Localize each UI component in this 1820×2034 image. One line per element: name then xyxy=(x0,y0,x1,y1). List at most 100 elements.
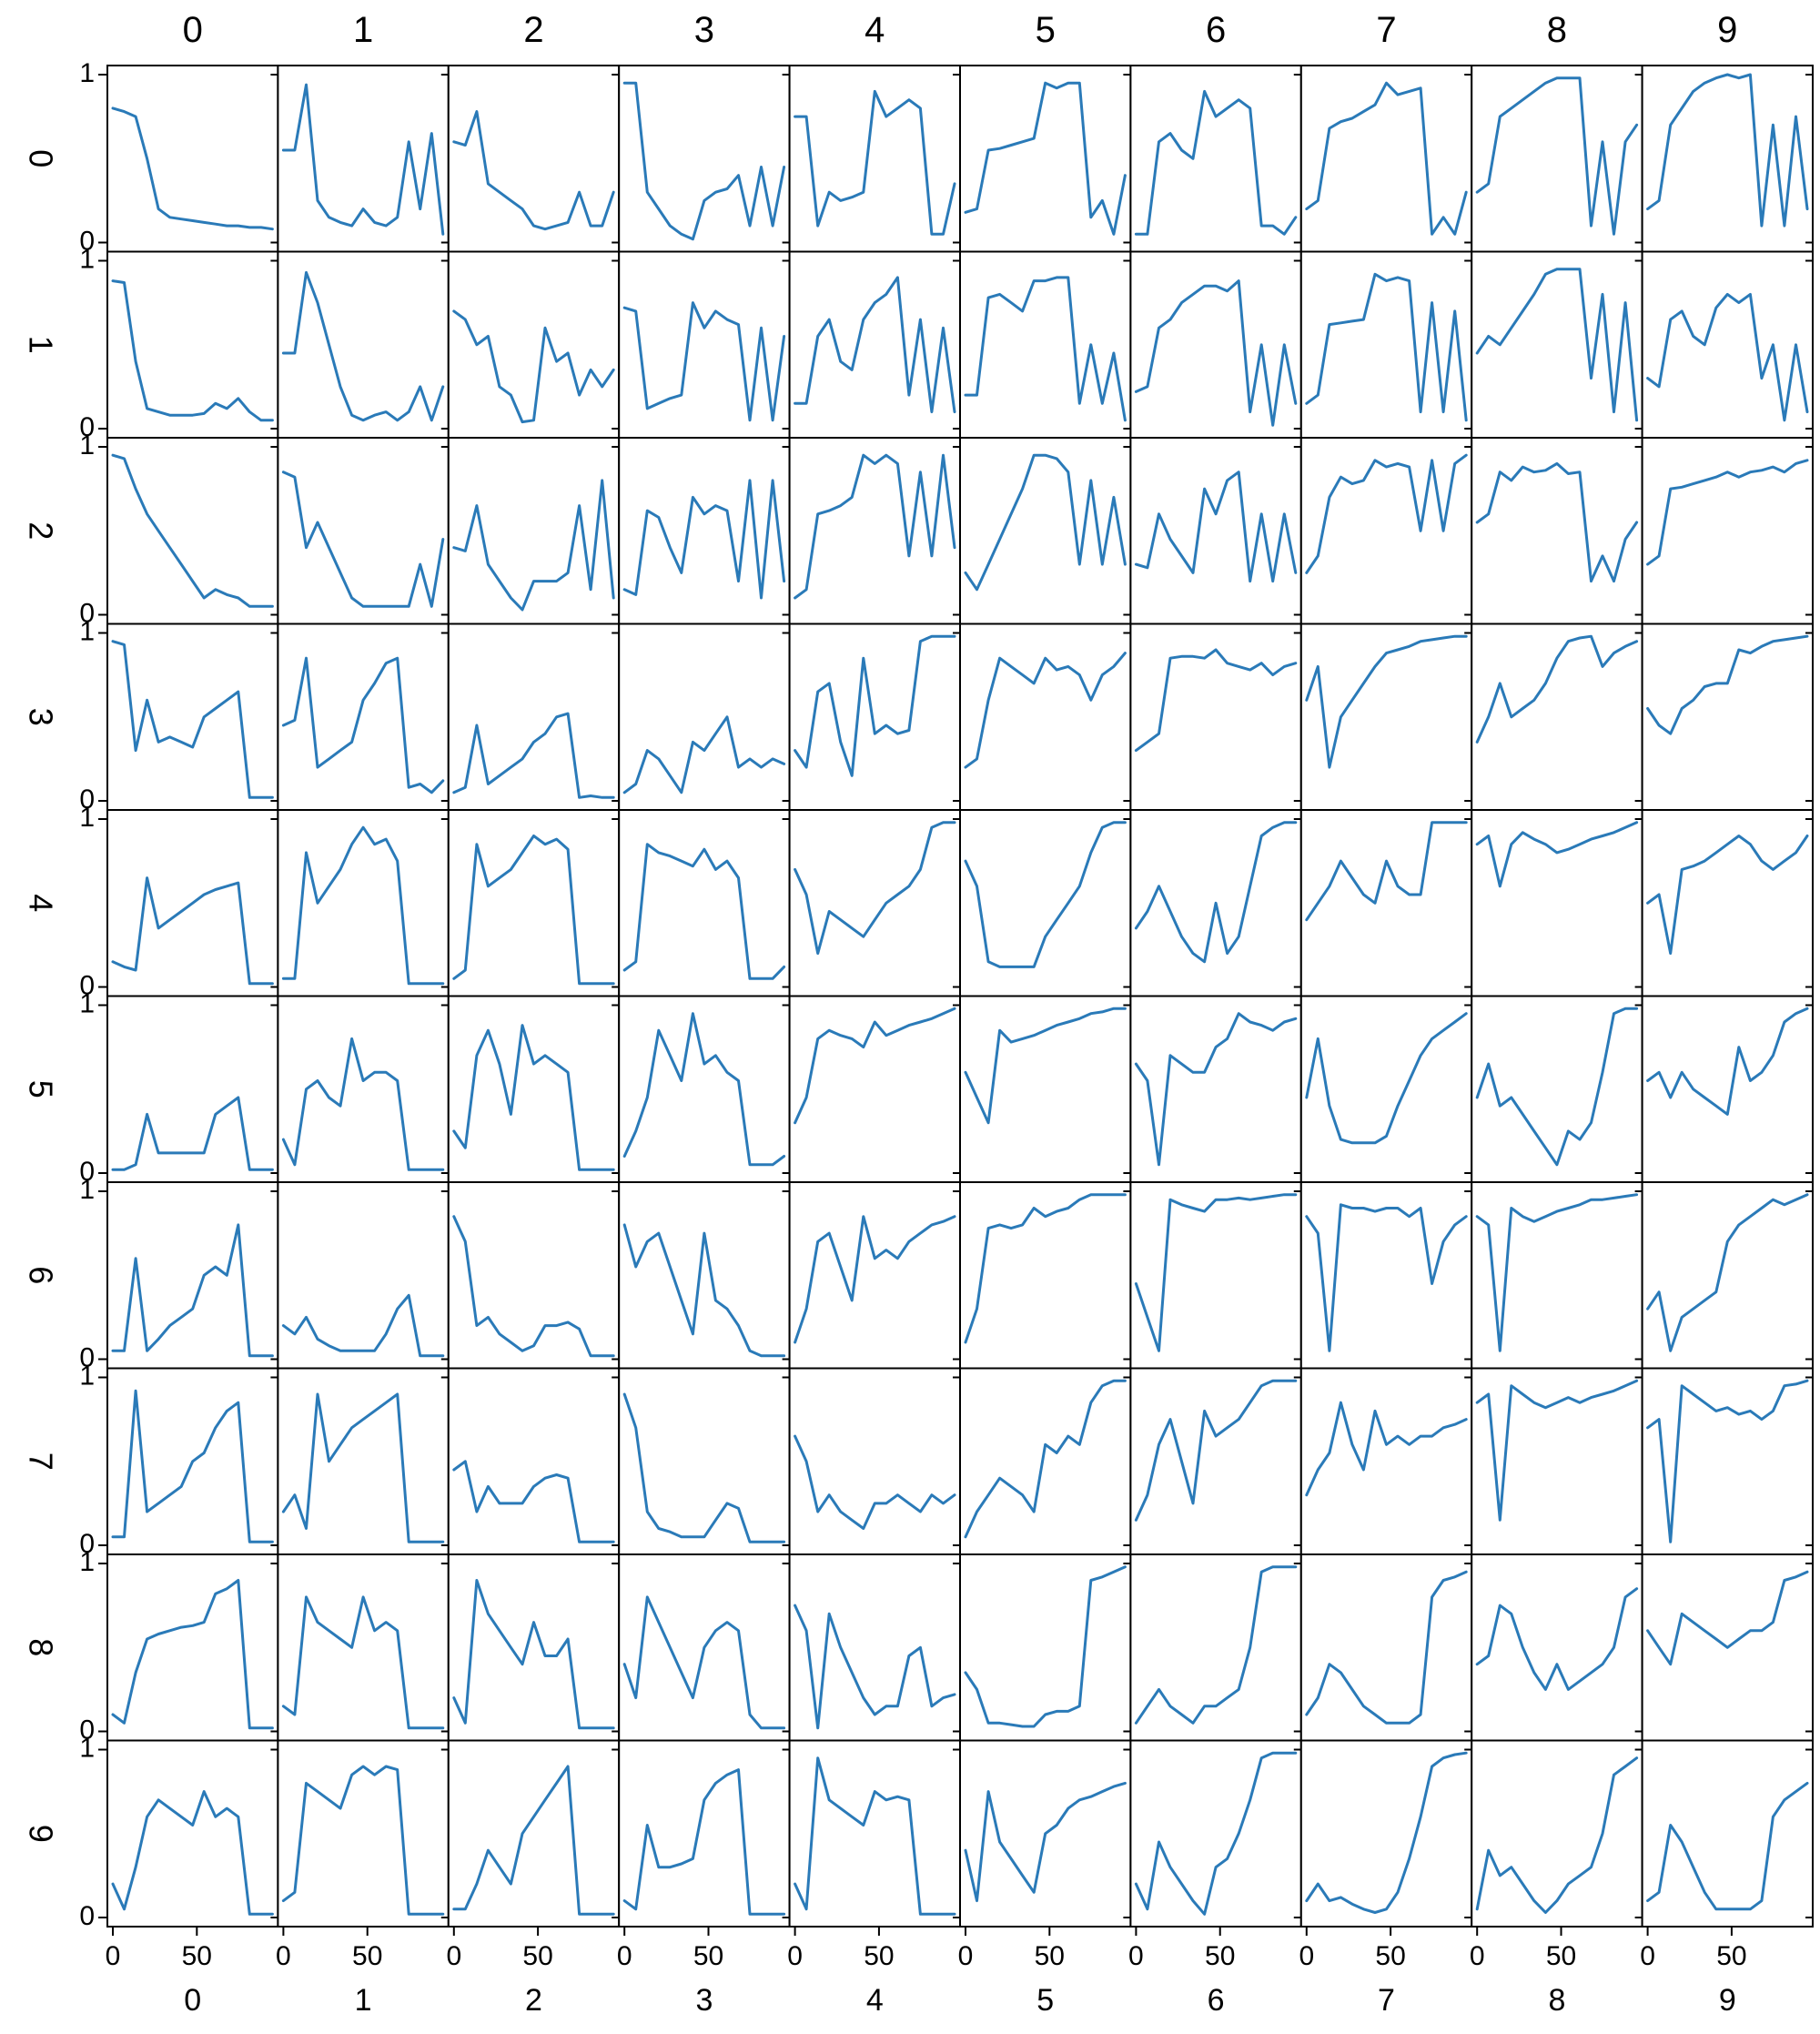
panel-r2-c0 xyxy=(106,437,279,625)
column-label: 2 xyxy=(523,10,543,50)
panel-r7-c2 xyxy=(447,1367,621,1555)
panel-frame xyxy=(959,1367,1132,1555)
series-line xyxy=(622,1223,786,1358)
panel-r5-c9 xyxy=(1641,995,1814,1183)
panel-r0-c0 xyxy=(106,65,279,253)
x-tick-label: 0 xyxy=(1640,1941,1655,1971)
series-line xyxy=(1475,461,1639,583)
panel-r5-c6 xyxy=(1129,995,1302,1183)
series-line xyxy=(964,821,1127,968)
panel-r5-c4 xyxy=(788,995,961,1183)
panel-r7-c7 xyxy=(1299,1367,1473,1555)
panel-frame xyxy=(618,1739,791,1928)
panel-frame xyxy=(1471,1367,1643,1555)
row-label: 5 xyxy=(22,1080,59,1098)
series-line xyxy=(964,453,1127,592)
series-line xyxy=(111,279,274,422)
panel-r7-c0 xyxy=(106,1367,279,1555)
series-line xyxy=(452,1460,615,1543)
panel-r3-c9 xyxy=(1641,622,1814,811)
panel-r1-c5 xyxy=(959,250,1132,439)
series-line xyxy=(1134,821,1298,964)
panel-r0-c5 xyxy=(959,65,1132,253)
panel-r4-c6 xyxy=(1129,809,1302,997)
panel-r8-c3 xyxy=(618,1553,791,1742)
series-line xyxy=(622,1768,786,1916)
panel-frame xyxy=(1471,1553,1643,1742)
panel-frame xyxy=(1641,622,1814,811)
series-line xyxy=(281,1595,445,1730)
panel-frame xyxy=(1129,437,1302,625)
series-line xyxy=(1646,835,1809,956)
series-line xyxy=(1134,648,1298,753)
panel-frame xyxy=(1129,65,1302,253)
panel-frame xyxy=(959,1553,1132,1742)
panel-frame xyxy=(277,995,450,1183)
series-line xyxy=(1305,1570,1468,1725)
panel-r9-c5 xyxy=(959,1739,1132,1928)
series-line xyxy=(1475,1587,1639,1691)
bottom-column-label: 1 xyxy=(355,1983,372,2018)
panel-frame xyxy=(1299,1181,1473,1370)
series-line xyxy=(111,1389,274,1543)
series-line xyxy=(111,1790,274,1916)
panel-frame xyxy=(277,1739,450,1928)
panel-r7-c3 xyxy=(618,1367,791,1555)
series-line xyxy=(281,1293,445,1358)
y-tick-label: 1 xyxy=(79,1361,95,1391)
panel-frame xyxy=(1129,1367,1302,1555)
panel-frame xyxy=(618,995,791,1183)
series-line xyxy=(1305,1401,1468,1497)
panel-r9-c1 xyxy=(277,1739,450,1928)
panel-frame xyxy=(788,1553,961,1742)
panel-r6-c7 xyxy=(1299,1181,1473,1370)
series-line xyxy=(622,1012,786,1167)
series-line xyxy=(452,110,615,231)
series-line xyxy=(1646,1781,1809,1911)
series-line xyxy=(1305,453,1468,574)
series-line xyxy=(794,453,956,600)
panel-frame xyxy=(277,437,450,625)
panel-r3-c8 xyxy=(1471,622,1643,811)
series-line xyxy=(1475,1007,1639,1167)
series-line xyxy=(281,1037,445,1171)
panel-r9-c3 xyxy=(618,1739,791,1928)
x-tick-label: 50 xyxy=(182,1941,212,1971)
bottom-column-label: 7 xyxy=(1378,1983,1395,2018)
series-line xyxy=(111,1096,274,1171)
panel-r1-c1 xyxy=(277,250,450,439)
y-tick-label: 0 xyxy=(79,784,95,815)
panel-r1-c2 xyxy=(447,250,621,439)
panel-frame xyxy=(959,250,1132,439)
panel-frame xyxy=(1641,809,1814,997)
series-line xyxy=(452,1579,615,1730)
panel-r9-c0 xyxy=(106,1739,279,1928)
y-tick-label: 1 xyxy=(79,988,95,1018)
bottom-column-label: 2 xyxy=(525,1983,542,2018)
panel-r5-c2 xyxy=(447,995,621,1183)
panel-frame xyxy=(788,437,961,625)
series-line xyxy=(1475,1756,1639,1914)
series-line xyxy=(794,1215,956,1344)
series-line xyxy=(794,276,956,414)
panel-r4-c7 xyxy=(1299,809,1473,997)
series-line xyxy=(1646,1193,1809,1352)
y-tick-label: 0 xyxy=(79,598,95,628)
series-line xyxy=(1475,268,1639,422)
panel-r6-c3 xyxy=(618,1181,791,1370)
panel-frame xyxy=(1641,250,1814,439)
series-line xyxy=(1475,821,1639,888)
y-tick-label: 1 xyxy=(79,1733,95,1763)
row-label: 7 xyxy=(22,1452,59,1471)
panel-frame xyxy=(959,995,1132,1183)
panel-frame xyxy=(1129,622,1302,811)
series-line xyxy=(1305,821,1468,922)
series-line xyxy=(281,270,445,422)
panel-frame xyxy=(1641,437,1814,625)
series-line xyxy=(1134,1012,1298,1167)
panel-frame xyxy=(788,622,961,811)
panel-r8-c5 xyxy=(959,1553,1132,1742)
panel-frame xyxy=(447,1553,621,1742)
panel-r8-c8 xyxy=(1471,1553,1643,1742)
